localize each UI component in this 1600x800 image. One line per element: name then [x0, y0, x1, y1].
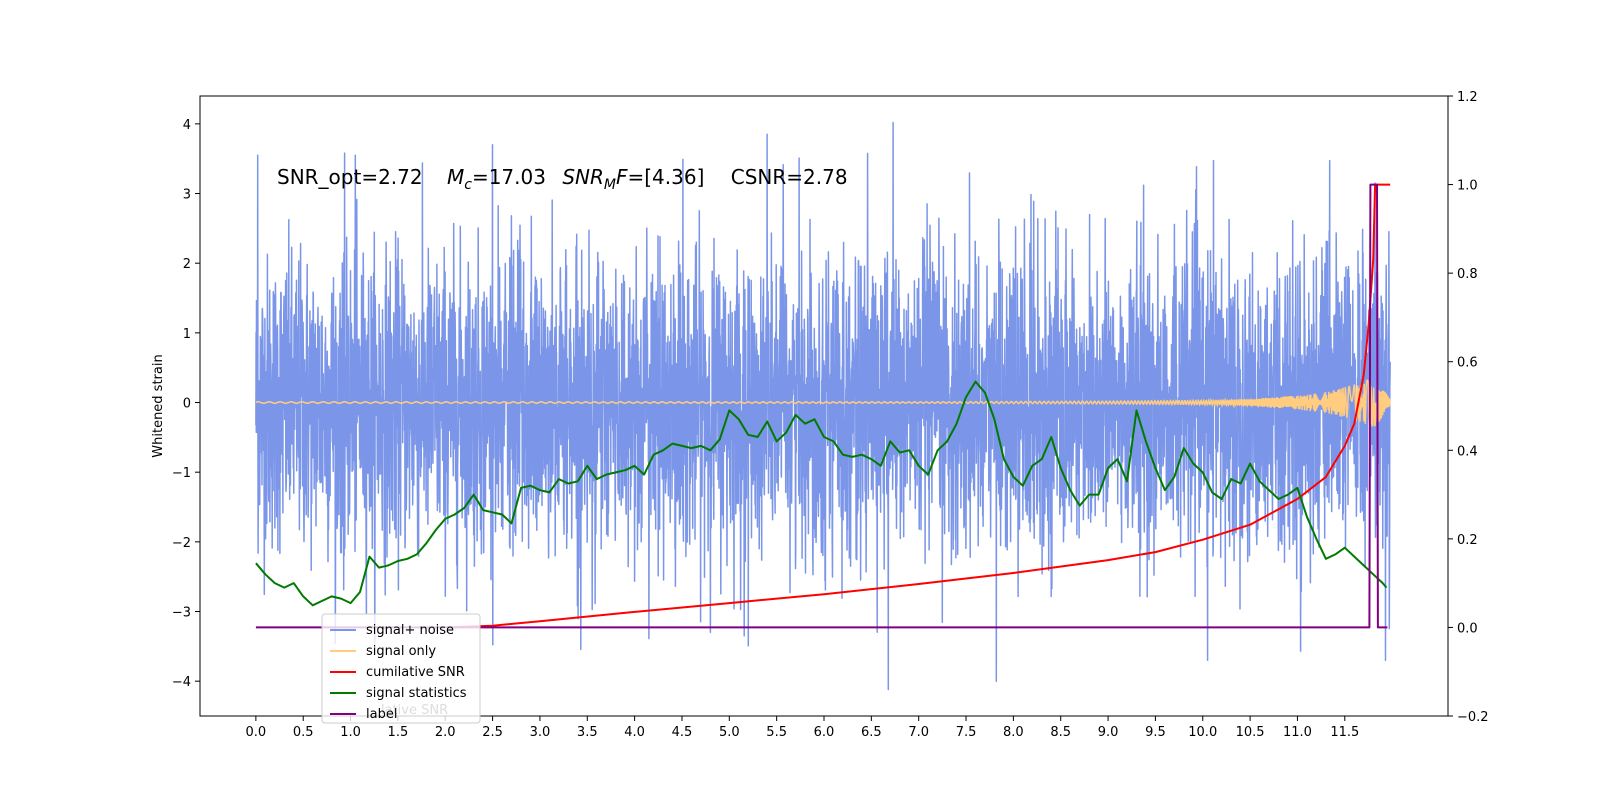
signal-noise-line	[255, 121, 1391, 691]
legend-items: signal+ noise signal only cumilative SNR si…	[330, 623, 467, 722]
y-right-tick-label: 0.4	[1457, 444, 1478, 459]
series-cumulative-snr	[445, 183, 1391, 629]
y-left-tick-label: 0	[183, 397, 191, 412]
series-signal-only	[255, 379, 1391, 427]
annotation-mc-value: =17.03	[472, 165, 546, 189]
annotation-snr-mf-tail: F	[616, 165, 628, 189]
label-line	[255, 183, 1388, 629]
x-tick-label: 4.0	[624, 725, 645, 740]
y-right-tick-label: 1.2	[1457, 90, 1478, 105]
x-tick-label: 10.0	[1188, 725, 1217, 740]
x-tick-label: 9.0	[1098, 725, 1119, 740]
annotation-snr-mf-value: =[4.36]	[628, 165, 705, 189]
x-tick-label: 6.5	[861, 725, 882, 740]
legend-ghost-text: lative SNR	[381, 703, 448, 718]
x-tick-label: 1.5	[388, 725, 409, 740]
legend-label: signal statistics	[366, 686, 467, 701]
y-left-tick-label: −2	[172, 536, 191, 551]
x-tick-label: 7.5	[956, 725, 977, 740]
y-left-tick-label: 2	[183, 257, 191, 272]
legend-box	[321, 613, 481, 724]
y-axis-right: 1.2 1.0 0.8 0.6 0.4 0.2 0.0 −0.2	[1448, 90, 1489, 725]
legend-label: cumilative SNR	[366, 665, 465, 680]
stats-annotation: SNR_opt=2.72 Mc=17.03 SNRMF=[4.36] CSNR=…	[277, 165, 848, 193]
x-tick-label: 11.0	[1283, 725, 1312, 740]
x-tick-label: 7.0	[908, 725, 929, 740]
y-right-tick-label: 0.8	[1457, 267, 1478, 282]
cumulative-snr-line	[445, 183, 1391, 629]
x-axis: 0.0 0.5 1.0 1.5 2.0 2.5 3.0 3.5 4.0 4.5 5.0 5.5 6.0 6…	[246, 716, 1359, 740]
y-right-tick-label: 1.0	[1457, 179, 1478, 194]
y-axis-left: 4 3 2 1 0 −1 −2 −3 −4	[172, 118, 200, 690]
y-axis-label-left: Whitened strain	[151, 354, 166, 457]
annotation-snr-mf-symbol: SNR	[562, 165, 604, 189]
annotation-csnr: CSNR=2.78	[731, 165, 848, 189]
y-left-tick-label: −1	[172, 466, 191, 481]
x-tick-label: 0.5	[293, 725, 314, 740]
y-left-tick-label: −4	[172, 675, 191, 690]
signal-statistics-line	[255, 380, 1388, 607]
y-left-tick-label: 1	[183, 327, 191, 342]
x-tick-label: 2.5	[482, 725, 503, 740]
legend-label: signal+ noise	[366, 623, 454, 638]
y-left-tick-label: 3	[183, 188, 191, 203]
annotation-snr-mf-sub: M	[604, 177, 616, 193]
x-tick-label: 8.5	[1050, 725, 1071, 740]
x-tick-label: 1.0	[340, 725, 361, 740]
series-label	[255, 183, 1388, 629]
plot-area	[255, 121, 1391, 691]
series-signal-statistics	[255, 380, 1388, 607]
x-tick-label: 11.5	[1330, 725, 1359, 740]
y-left-tick-label: 4	[183, 118, 191, 133]
x-tick-label: 6.0	[814, 725, 835, 740]
legend: lative SNR signal+ noise signal only cumil…	[321, 613, 481, 724]
x-tick-label: 4.5	[672, 725, 693, 740]
x-tick-label: 5.5	[766, 725, 787, 740]
y-left-tick-label: −3	[172, 606, 191, 621]
y-right-tick-label: −0.2	[1457, 710, 1489, 725]
y-right-tick-label: 0.2	[1457, 533, 1478, 548]
legend-label: signal only	[366, 644, 436, 659]
x-tick-label: 3.5	[577, 725, 598, 740]
x-tick-label: 5.0	[719, 725, 740, 740]
legend-label: label	[366, 707, 397, 722]
y-right-tick-label: 0.0	[1457, 621, 1478, 636]
x-tick-label: 9.5	[1145, 725, 1166, 740]
annotation-mc-symbol: M	[447, 165, 464, 189]
series-signal-noise	[255, 121, 1391, 691]
y-right-tick-label: 0.6	[1457, 356, 1478, 371]
x-tick-label: 10.5	[1236, 725, 1265, 740]
annotation-snr-opt: SNR_opt=2.72	[277, 165, 423, 189]
signal-only-line	[255, 379, 1391, 427]
annotation-mc-sub: c	[464, 177, 472, 193]
x-tick-label: 2.0	[435, 725, 456, 740]
x-tick-label: 0.0	[246, 725, 267, 740]
x-tick-label: 8.0	[1003, 725, 1024, 740]
x-tick-label: 3.0	[530, 725, 551, 740]
